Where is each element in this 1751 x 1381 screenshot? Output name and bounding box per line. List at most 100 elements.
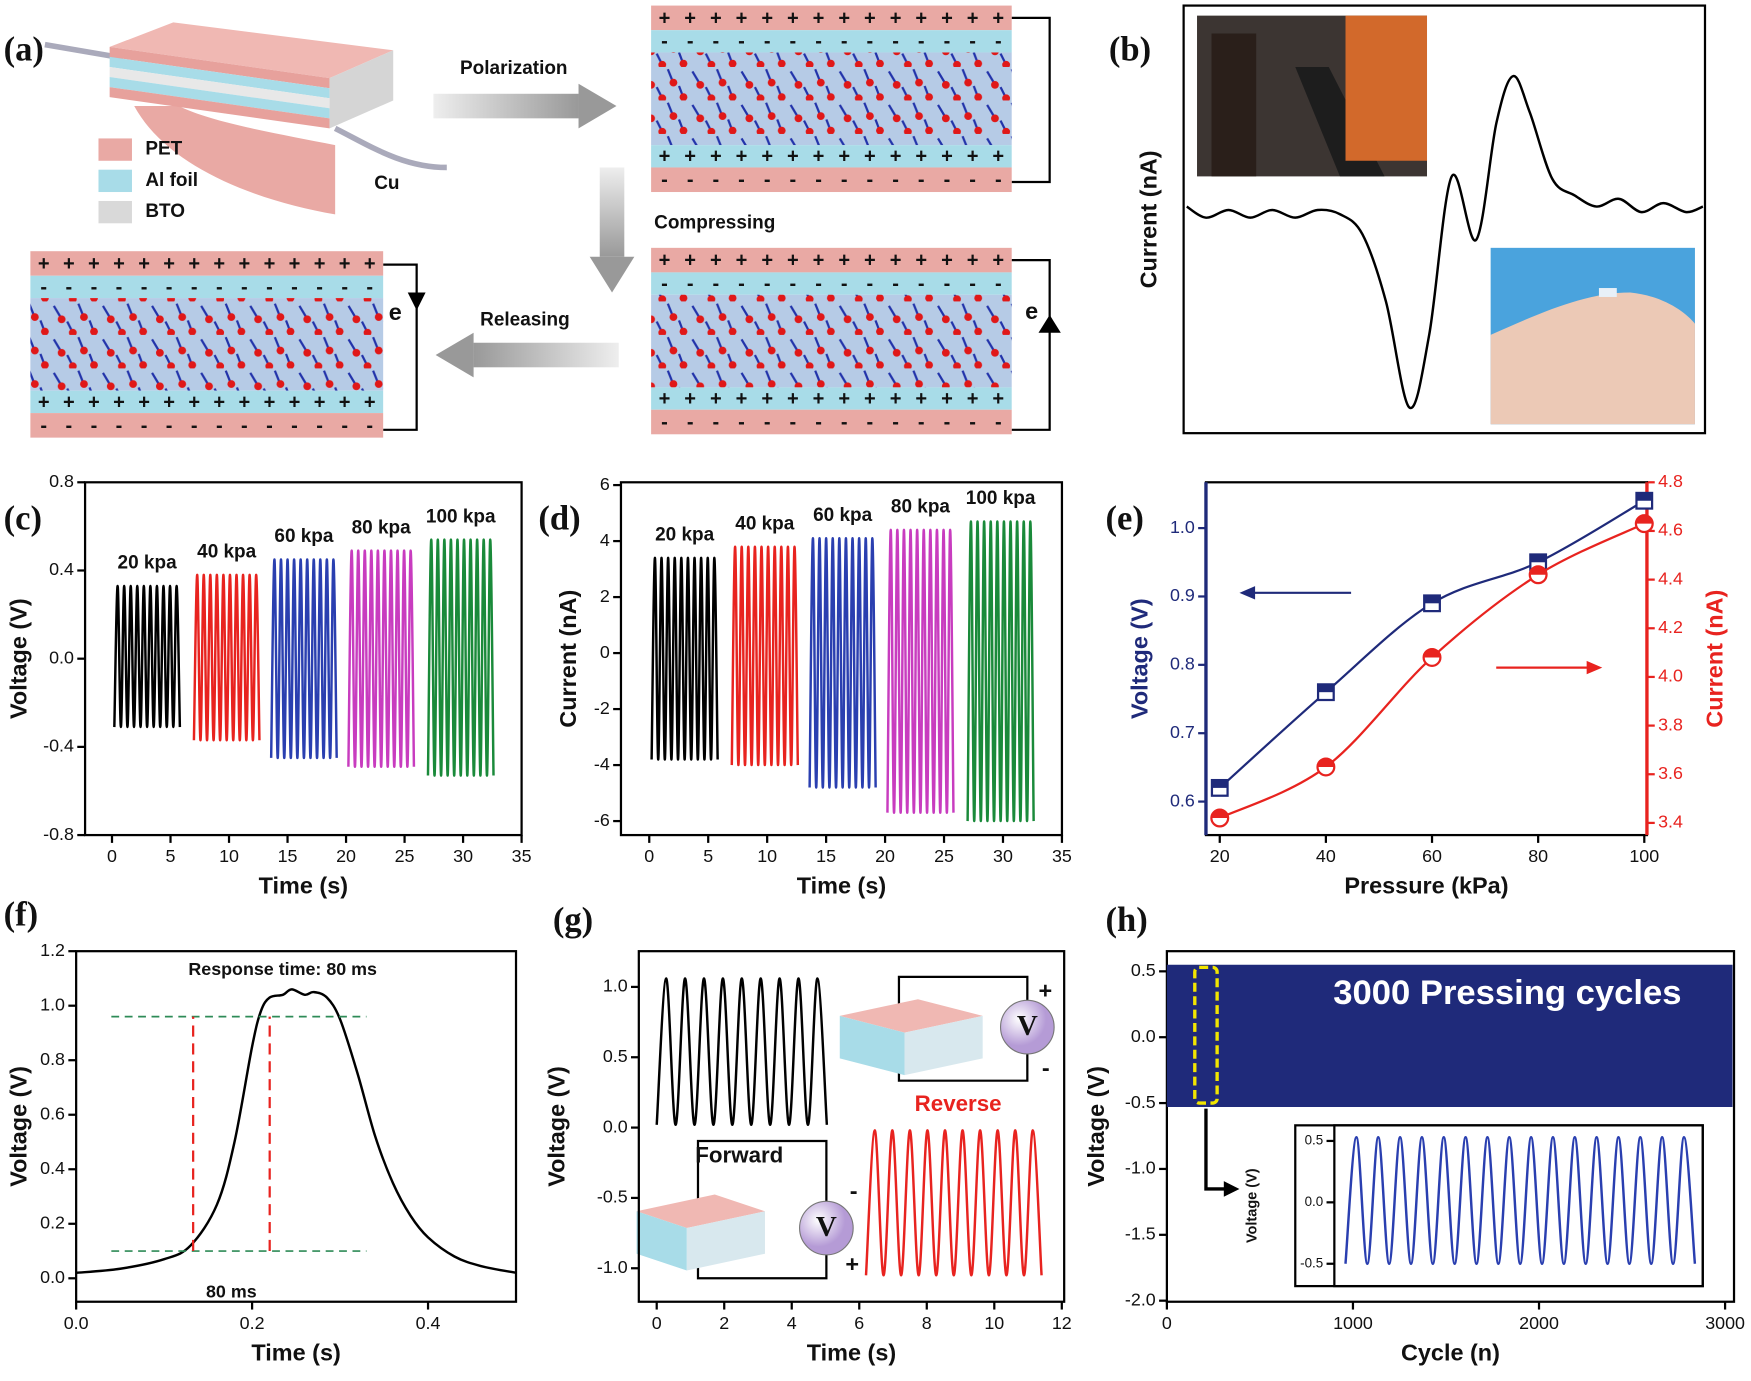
electron-label: e <box>389 299 402 325</box>
series-label: 60 kpa <box>274 526 334 547</box>
charge-sign: - <box>944 411 951 433</box>
charge-sign: - <box>918 169 925 191</box>
charge-sign: + <box>63 391 75 413</box>
charge-sign: - <box>216 415 223 437</box>
charge-sign: + <box>864 388 876 410</box>
x-tick-label: 35 <box>1052 846 1072 866</box>
y2-tick-label: 4.0 <box>1658 666 1683 686</box>
pointers <box>1204 586 1603 1197</box>
panel-label: (a) <box>4 30 44 68</box>
y-tick-label: 0.2 <box>40 1212 65 1232</box>
charge-sign: + <box>213 391 225 413</box>
y-tick-label: 0.0 <box>603 1116 628 1136</box>
highlight-box <box>1193 965 1219 1105</box>
arrow <box>473 342 619 368</box>
charge-sign: + <box>813 146 825 168</box>
data-line <box>1344 1136 1697 1265</box>
x-tick-label: 35 <box>512 846 532 866</box>
charge-sign: + <box>38 391 50 413</box>
layer <box>651 247 1012 273</box>
charge-sign: - <box>790 273 797 295</box>
y-axis-label: Voltage (V) <box>6 598 32 719</box>
layer <box>651 52 1012 146</box>
x-tick-label: 3000 <box>1705 1313 1745 1333</box>
charge-sign: - <box>687 273 694 295</box>
x-tick-label: 40 <box>1316 846 1336 866</box>
flap <box>134 106 336 215</box>
y-tick-label: 0.0 <box>1305 1194 1324 1209</box>
stack-front <box>636 1211 687 1271</box>
plot-frame <box>1333 1124 1704 1288</box>
charge-sign: - <box>867 169 874 191</box>
charge-sign: + <box>941 146 953 168</box>
charge-sign: + <box>864 146 876 168</box>
charge-sign: + <box>113 391 125 413</box>
data-line <box>269 558 338 760</box>
charge-sign: + <box>88 391 100 413</box>
charge-sign: - <box>790 411 797 433</box>
charge-sign: + <box>364 391 376 413</box>
data-line <box>76 988 517 1275</box>
charge-sign: + <box>915 146 927 168</box>
series-label: 80 kpa <box>891 497 951 518</box>
charge-sign: - <box>867 411 874 433</box>
x-tick-label: 1000 <box>1333 1313 1373 1333</box>
panel-label: (b) <box>1109 30 1151 68</box>
x-tick-label: 2000 <box>1519 1313 1559 1333</box>
charge-sign: + <box>188 391 200 413</box>
x-tick-label: 2 <box>719 1313 729 1333</box>
data-marker <box>1634 514 1654 534</box>
x-axis-label: Pressure (kPa) <box>1344 873 1508 899</box>
charge-sign: - <box>867 273 874 295</box>
y-axis-label: Voltage (V) <box>6 1066 32 1187</box>
charge-sign: + <box>659 388 671 410</box>
charge-sign: + <box>113 253 125 275</box>
y-tick-label: -4 <box>594 754 610 774</box>
charge-sign: + <box>710 388 722 410</box>
marker-fill <box>1636 492 1653 501</box>
layer <box>651 272 1012 295</box>
charge-sign: + <box>239 253 251 275</box>
layer <box>30 251 384 276</box>
x-tick-label: 0 <box>107 846 117 866</box>
x-tick-label: 25 <box>934 846 954 866</box>
charge-sign: + <box>838 146 850 168</box>
charge-sign: - <box>116 415 123 437</box>
legend-label: Al foil <box>145 170 198 191</box>
charge-sign: - <box>969 169 976 191</box>
y-tick-label: 1.0 <box>1170 517 1195 537</box>
data-line <box>192 573 261 742</box>
charge-sign: + <box>890 388 902 410</box>
y2-tick-label: 4.6 <box>1658 520 1683 540</box>
stack-side <box>904 1015 983 1076</box>
legend-swatch <box>98 200 132 224</box>
stack-layer <box>109 87 330 129</box>
charge-sign: - <box>241 276 248 298</box>
x-tick-label: 30 <box>993 846 1013 866</box>
charge-sign: + <box>838 388 850 410</box>
charge-sign: - <box>892 31 899 53</box>
y-tick-label: 0.5 <box>1131 960 1156 980</box>
charge-sign: - <box>141 415 148 437</box>
layer <box>30 275 384 299</box>
charge-sign: + <box>710 250 722 272</box>
charge-sign: - <box>841 273 848 295</box>
current-arrow <box>407 292 426 311</box>
annotation: Response time: 80 ms <box>188 959 377 979</box>
x-tick-label: 0 <box>1162 1313 1172 1333</box>
charge-sign: - <box>790 31 797 53</box>
charge-sign: - <box>166 276 173 298</box>
charge-sign: - <box>738 169 745 191</box>
charge-sign: + <box>992 146 1004 168</box>
charge-sign: - <box>944 31 951 53</box>
series-label: 100 kpa <box>966 488 1036 509</box>
charge-sign: + <box>684 388 696 410</box>
x-tick-label: 60 <box>1422 846 1442 866</box>
data-line <box>650 556 719 761</box>
charge-sign: + <box>289 391 301 413</box>
charge-sign: + <box>813 7 825 29</box>
charge-sign: - <box>166 415 173 437</box>
charge-sign: + <box>138 391 150 413</box>
stack-top <box>636 1194 765 1229</box>
y-tick-label: 0.8 <box>1170 654 1195 674</box>
